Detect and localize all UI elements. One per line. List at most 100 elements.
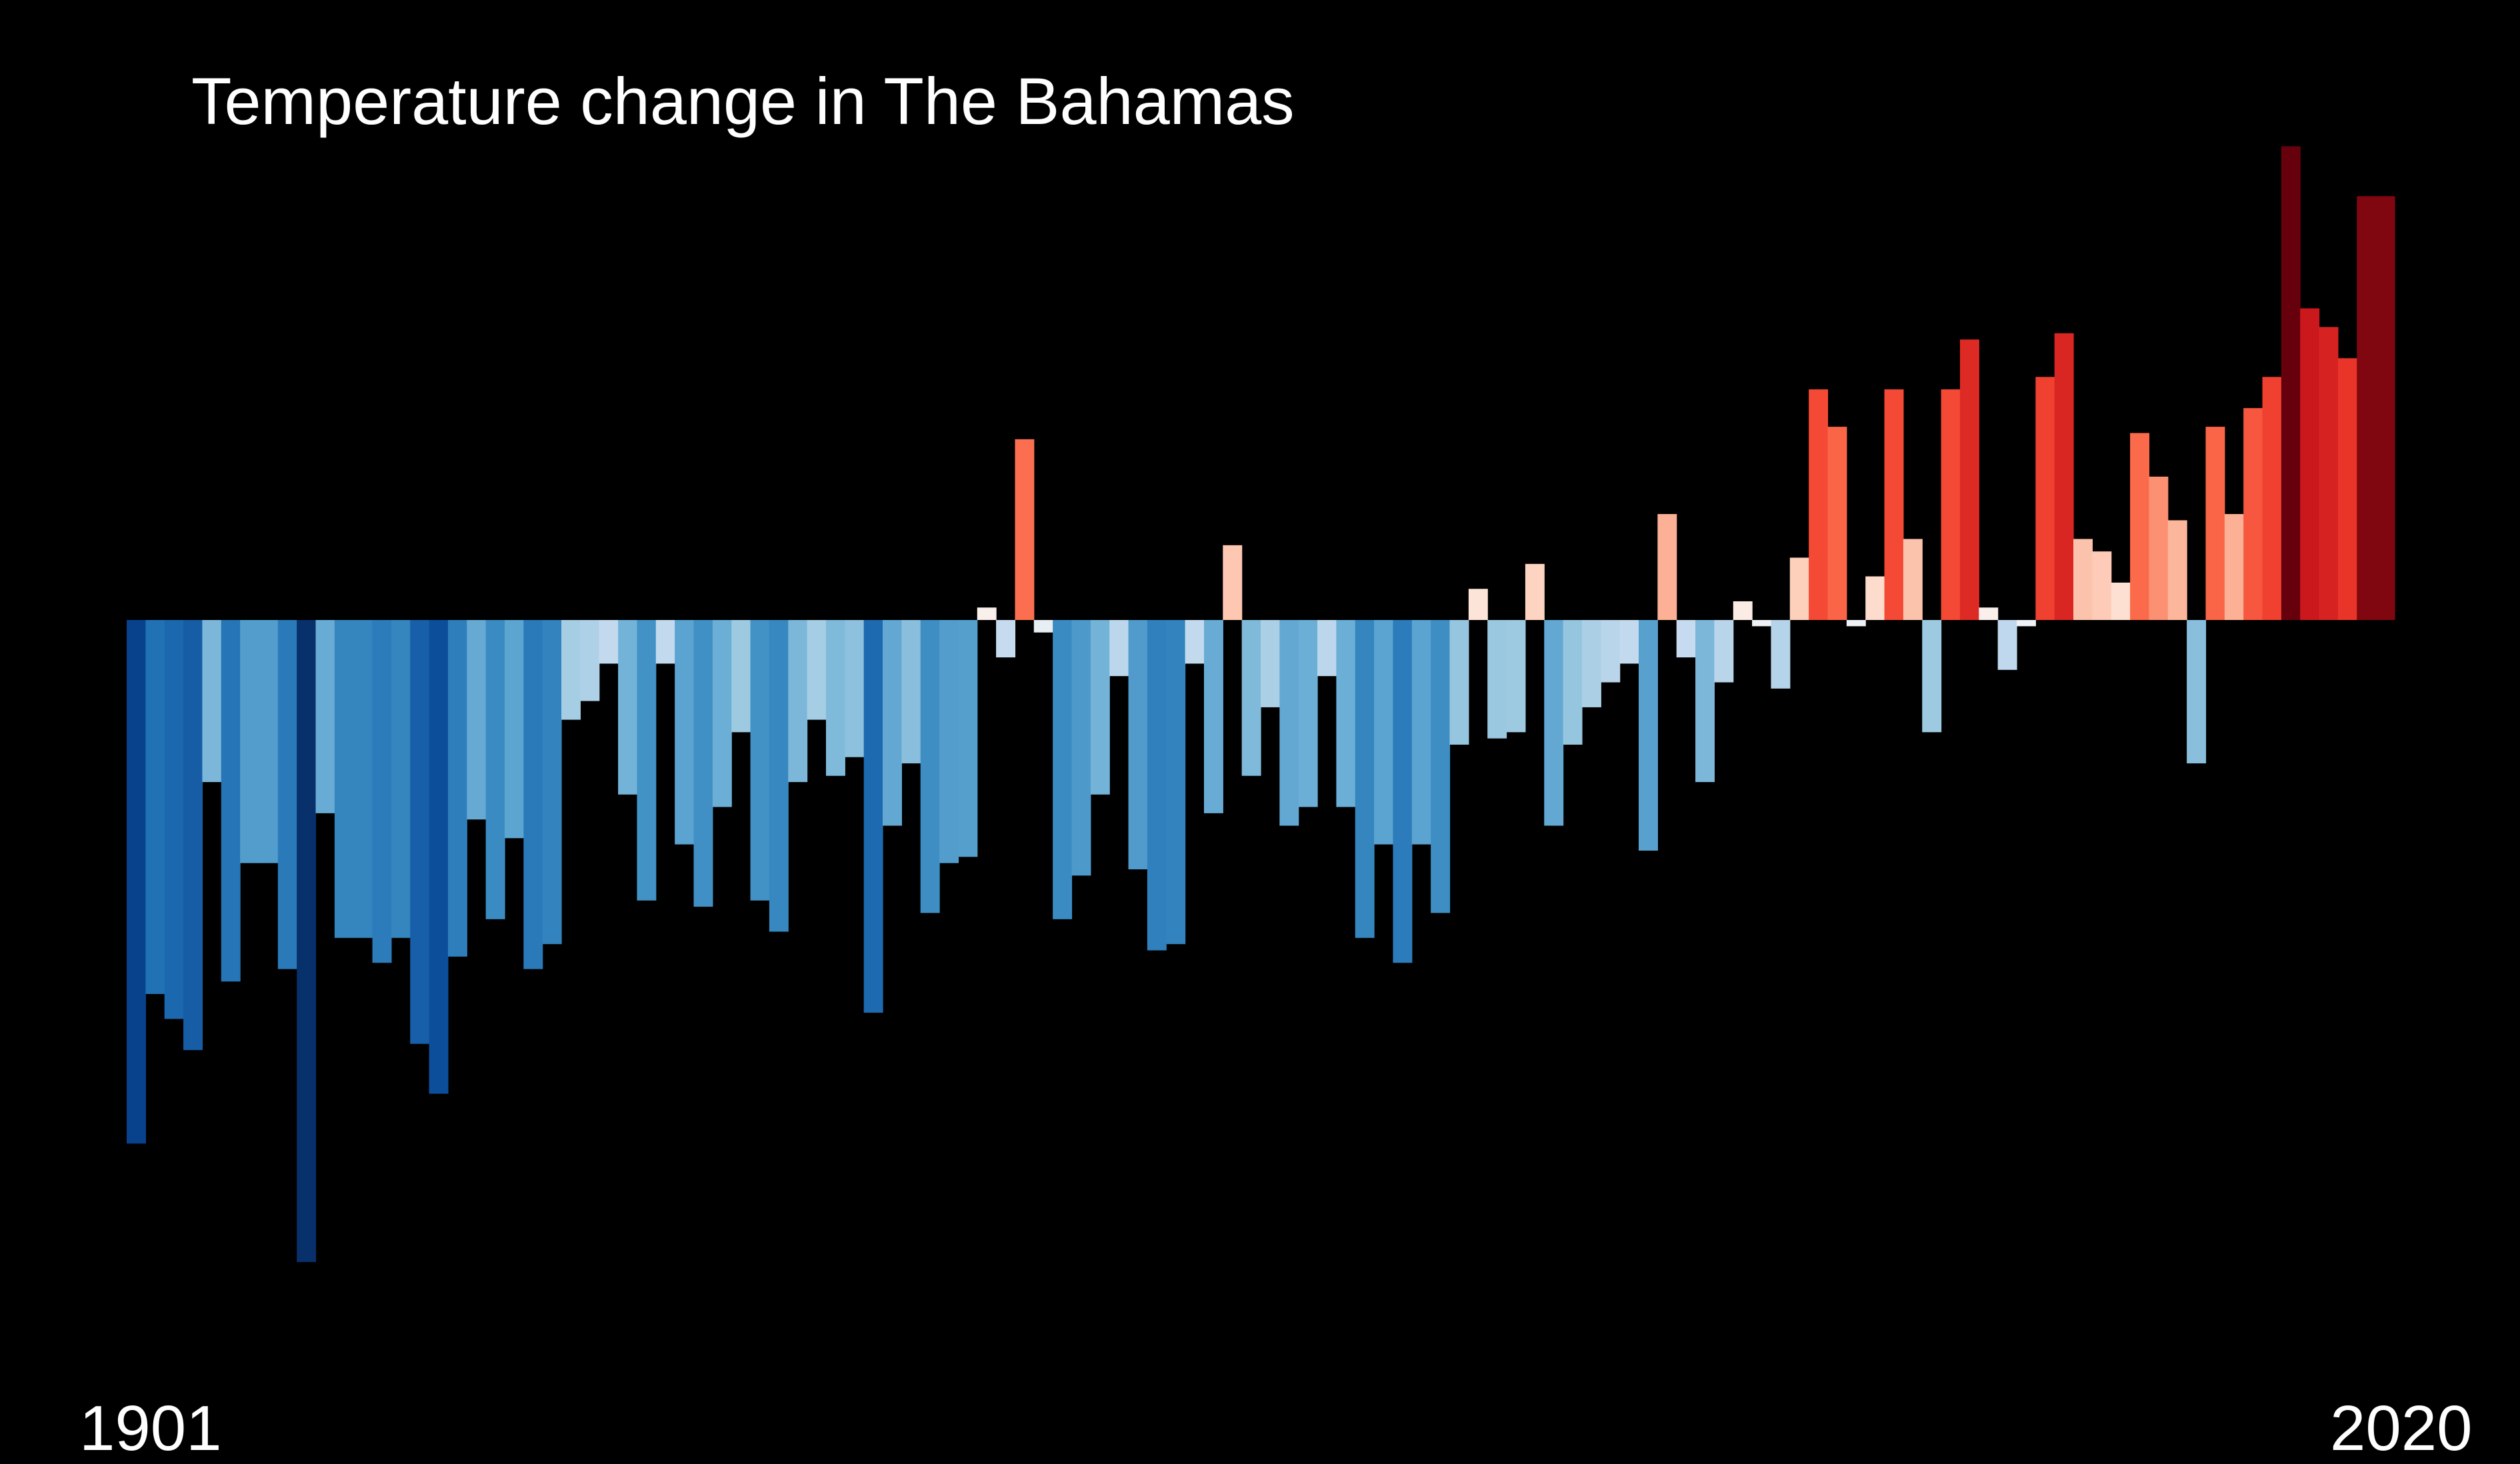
bar-2012 [2224,514,2244,620]
bar-1988 [1771,620,1791,689]
bar-2003 [2054,333,2074,620]
bar-1974 [1506,620,1526,733]
bar-1922 [523,620,543,969]
bar-1964 [1317,620,1337,677]
warming-stripes-bar-chart [127,146,2395,1263]
bar-1907 [240,620,260,863]
bar-1953 [1109,620,1129,677]
bar-1944 [939,620,959,863]
bar-1910 [297,620,317,1263]
bar-1966 [1355,620,1375,938]
bar-2007 [2130,433,2150,620]
bar-1937 [807,620,827,720]
bar-1976 [1544,620,1564,826]
bar-1991 [1827,427,1847,620]
bar-1958 [1203,620,1223,813]
bar-1943 [920,620,940,913]
bar-1979 [1601,620,1621,683]
bar-1970 [1431,620,1451,913]
bar-2010 [2187,620,2207,764]
bar-1927 [618,620,638,795]
bar-1906 [221,620,241,982]
bar-1984 [1695,620,1715,783]
bar-2013 [2243,408,2263,620]
bar-1957 [1185,620,1205,664]
bar-1920 [485,620,505,919]
bar-1947 [996,620,1016,658]
bar-1913 [353,620,373,938]
bar-1992 [1846,620,1866,627]
bar-1981 [1639,620,1658,851]
bar-1905 [202,620,222,783]
bar-1946 [977,607,997,620]
bar-1917 [429,620,449,1094]
bar-1983 [1676,620,1696,658]
chart-title: Temperature change in The Bahamas [191,64,1295,138]
bar-1902 [145,620,165,994]
bar-1954 [1128,620,1148,869]
bar-1921 [505,620,524,839]
bar-1931 [693,620,713,907]
bar-1989 [1789,557,1809,620]
bar-1945 [958,620,978,857]
bar-1912 [334,620,354,938]
bar-2014 [2262,377,2282,620]
bar-1990 [1809,389,1829,620]
x-axis-start-label: 1901 [79,1393,222,1464]
bar-1930 [675,620,695,845]
bar-1938 [825,620,845,776]
bar-1952 [1090,620,1110,795]
bar-2016 [2300,308,2320,620]
bar-1999 [1979,607,1999,620]
bar-1916 [410,620,430,1044]
bar-1985 [1714,620,1734,683]
bar-2011 [2205,427,2225,620]
bar-1951 [1071,620,1091,876]
bar-1982 [1657,514,1677,620]
bar-1923 [542,620,562,945]
bar-1942 [901,620,921,764]
bar-1904 [183,620,203,1051]
bar-1996 [1922,620,1942,733]
bar-1925 [580,620,600,701]
bar-1959 [1223,545,1243,620]
bar-2008 [2149,476,2169,620]
bar-1908 [259,620,279,863]
bar-2018 [2337,358,2357,620]
bar-2015 [2281,146,2301,620]
bar-1939 [845,620,865,757]
bar-1926 [599,620,619,664]
bar-1998 [1959,339,1979,620]
bar-2006 [2111,582,2131,620]
bar-1980 [1619,620,1639,664]
bar-1929 [655,620,675,664]
bar-1975 [1525,563,1545,620]
bar-1971 [1449,620,1469,745]
bar-1986 [1733,601,1753,620]
bar-1956 [1166,620,1186,945]
bar-1948 [1015,439,1035,620]
bar-2009 [2167,520,2187,620]
bar-1967 [1374,620,1394,845]
bar-1972 [1468,589,1488,620]
bar-1950 [1053,620,1073,919]
bar-1969 [1411,620,1431,845]
bar-1997 [1941,389,1961,620]
x-axis-end-label: 2020 [2330,1393,2473,1464]
bar-1903 [164,620,184,1019]
bar-2019 [2357,196,2377,620]
bar-1924 [561,620,581,720]
bar-1961 [1261,620,1280,707]
bar-1940 [863,620,883,1013]
bar-2005 [2092,551,2112,620]
bar-1928 [637,620,657,901]
bar-2004 [2073,539,2093,620]
bar-1901 [127,620,146,1144]
bar-1941 [883,620,902,826]
bar-1994 [1884,389,1904,620]
bar-1909 [277,620,297,969]
bar-2017 [2319,327,2339,620]
bar-1911 [315,620,335,813]
bar-1978 [1581,620,1601,707]
bar-1973 [1487,620,1507,739]
